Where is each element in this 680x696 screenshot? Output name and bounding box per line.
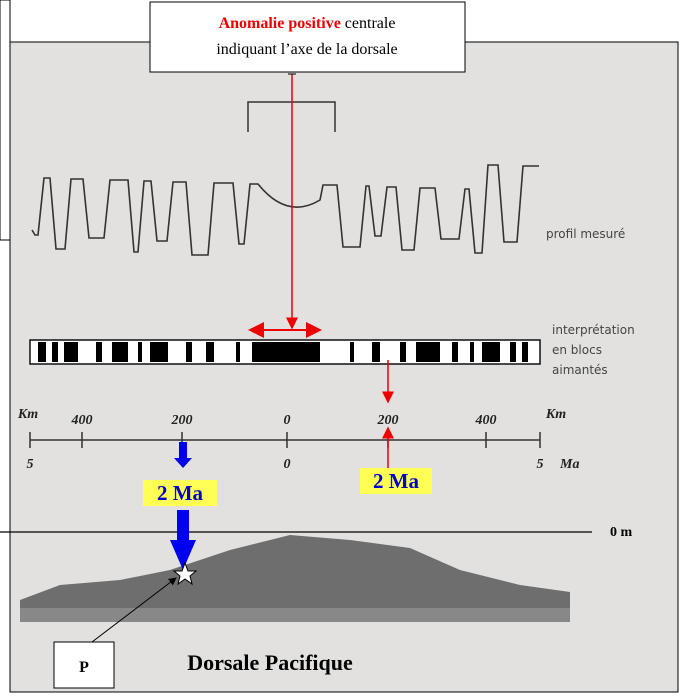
label-bg xyxy=(143,480,217,506)
km-tick-label: 200 xyxy=(171,413,193,428)
ma-tick-label: 5 xyxy=(27,457,34,472)
stripe xyxy=(482,342,500,362)
stripe xyxy=(206,342,214,362)
km-unit: Km xyxy=(545,407,566,422)
point-box xyxy=(53,641,115,689)
star xyxy=(172,561,198,586)
km-tick-label: 0 xyxy=(284,413,291,428)
callout-line: indiquant l’axe de la dorsale xyxy=(216,41,397,58)
callout-text: centrale xyxy=(345,15,396,32)
km-unit: Km xyxy=(17,407,38,422)
stripe xyxy=(522,342,528,362)
left-box xyxy=(0,0,11,241)
profile-curve xyxy=(31,164,539,256)
pointer xyxy=(91,577,177,643)
blue-arrow xyxy=(174,458,192,468)
km-tick-label: 200 xyxy=(377,413,399,428)
profile-label: profil mesuré xyxy=(546,227,625,241)
km-tick-label: 400 xyxy=(71,413,93,428)
callout-highlight: Anomalie positive xyxy=(219,15,341,32)
point-label: P xyxy=(79,659,89,676)
interp-label: aimantés xyxy=(552,363,608,377)
stripe xyxy=(38,342,46,362)
stripe xyxy=(52,342,58,362)
ma-tick-label: 5 xyxy=(537,457,544,472)
stripe xyxy=(150,342,168,362)
stripe xyxy=(96,342,102,362)
stripe xyxy=(236,342,240,362)
stripe xyxy=(138,342,142,362)
label-bg xyxy=(360,468,432,494)
stripe xyxy=(372,342,380,362)
stripe xyxy=(186,342,192,362)
blue-arrow xyxy=(177,510,189,544)
ma-unit: Ma xyxy=(559,457,579,472)
blue-arrow xyxy=(179,442,187,462)
age-label: 2 Ma xyxy=(373,469,420,493)
ridge xyxy=(20,535,570,622)
stripe xyxy=(400,342,406,362)
km-tick-label: 400 xyxy=(475,413,497,428)
stripe xyxy=(452,342,458,362)
title: Dorsale Pacifique xyxy=(187,650,353,675)
stripe xyxy=(470,342,474,362)
ridge-base xyxy=(20,608,570,622)
callout-box xyxy=(149,1,466,73)
stripe xyxy=(252,342,320,362)
blue-arrow xyxy=(170,540,196,570)
stripe xyxy=(64,342,78,362)
callout-line: Anomalie positive centrale xyxy=(219,15,396,32)
interp-label: en blocs xyxy=(552,343,602,357)
age-label: 2 Ma xyxy=(157,481,204,505)
stripes xyxy=(38,342,528,362)
scale: 400 200 0 200 400 Km Km 5 0 5 Ma xyxy=(17,407,580,472)
stripe xyxy=(416,342,440,362)
ma-tick-label: 0 xyxy=(284,457,291,472)
sea-level-label: 0 m xyxy=(610,525,633,540)
stripe xyxy=(350,342,354,362)
stripe xyxy=(510,342,516,362)
interp-label: interprétation xyxy=(552,323,635,337)
stripe xyxy=(112,342,128,362)
